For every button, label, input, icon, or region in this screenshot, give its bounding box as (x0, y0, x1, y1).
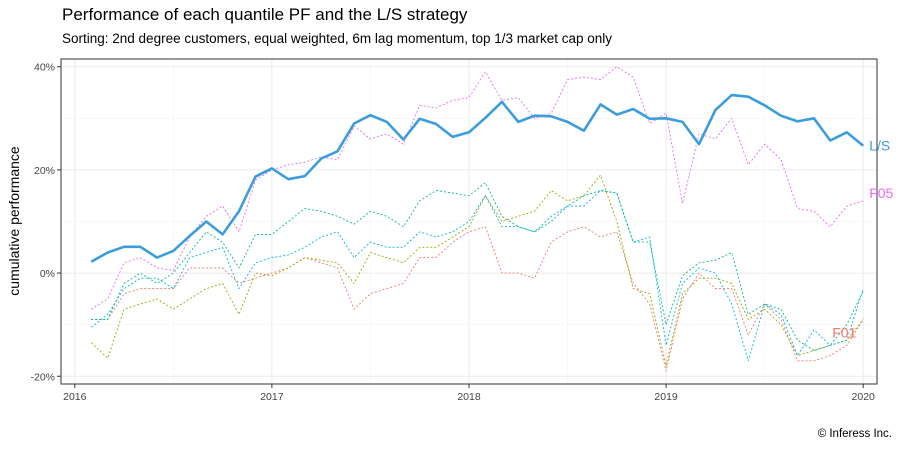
series-line-f05 (90, 66, 864, 310)
chart-title: Performance of each quantile PF and the … (62, 5, 468, 24)
x-tick-label: 2017 (260, 391, 284, 403)
grid (61, 59, 877, 384)
series-line-f03 (90, 190, 864, 362)
series-line-f01 (91, 226, 864, 372)
x-tick-label: 2020 (852, 391, 876, 403)
y-tick-label: -20% (30, 371, 55, 383)
series-labels: L/S F05 F01 (832, 138, 893, 341)
copyright-caption: © Inferess Inc. (817, 428, 892, 440)
y-tick-label: 40% (34, 62, 55, 74)
series-line-ls (90, 93, 865, 263)
series-group (90, 66, 865, 372)
series-line-f04 (91, 182, 864, 351)
x-tick-label: 2018 (457, 391, 481, 403)
y-axis-title: cumulative performance (6, 146, 22, 296)
series-label-f01: F01 (832, 324, 856, 340)
series-line-f02 (90, 174, 864, 367)
series-label-f05: F05 (869, 185, 893, 201)
series-label-ls: L/S (869, 138, 890, 154)
y-tick-label: 0% (40, 268, 55, 280)
y-tick-label: 20% (34, 165, 55, 177)
chart-subtitle: Sorting: 2nd degree customers, equal wei… (62, 31, 613, 46)
x-tick-label: 2016 (63, 391, 87, 403)
x-tick-label: 2019 (654, 391, 678, 403)
axes: 2016 2017 2018 2019 2020 -20% 0% 20% 40% (30, 62, 875, 403)
